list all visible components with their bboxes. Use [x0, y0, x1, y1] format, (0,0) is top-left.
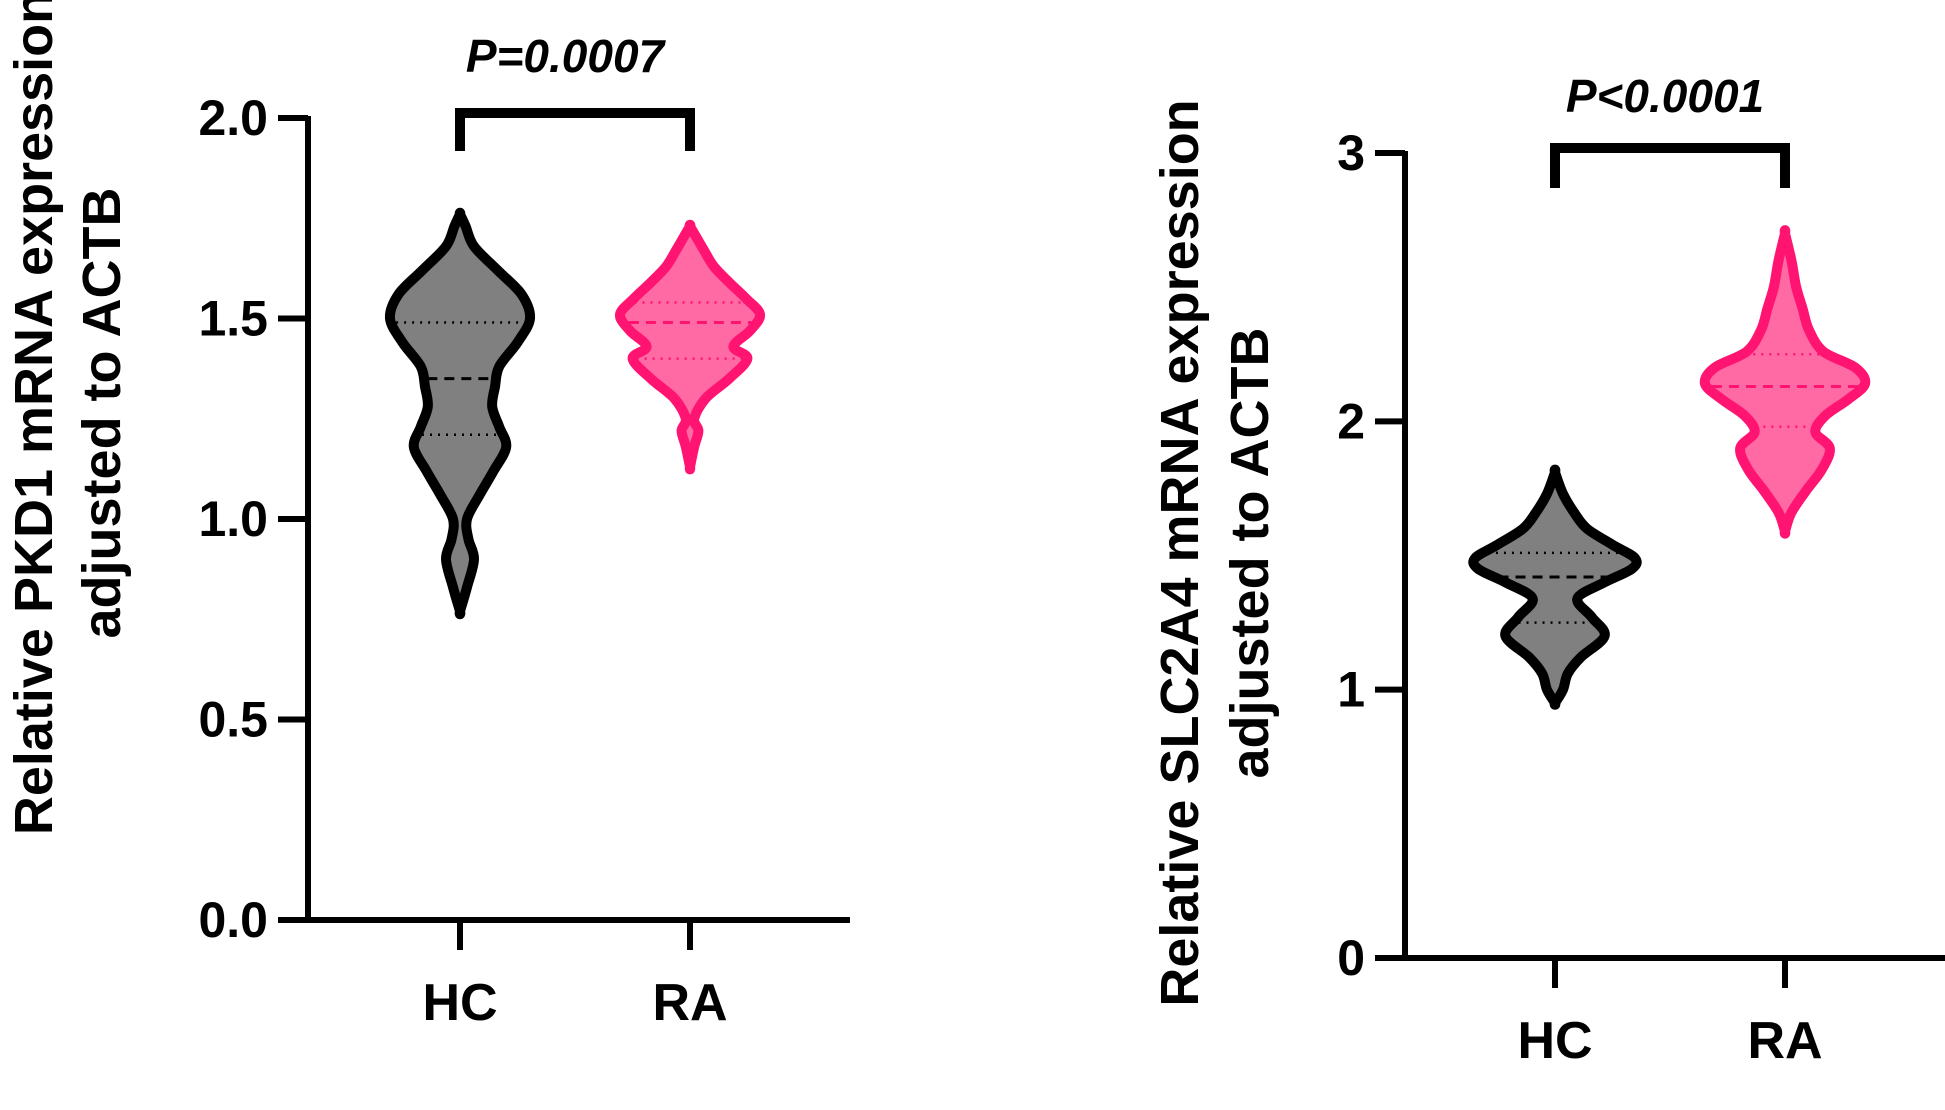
y-tick-label: 0.0	[198, 892, 268, 948]
plot-area: 0 1 2 3 HC RA	[1337, 125, 1945, 1070]
y-tick-label: 3	[1337, 125, 1365, 181]
y-tick-label: 1	[1337, 662, 1365, 718]
violin-ra	[1699, 225, 1871, 539]
y-tick-label: 2.0	[198, 90, 268, 146]
panel-pkd1: Relative PKD1 mRNA expression adjusted t…	[4, 0, 850, 1032]
y-tick-label: 1.5	[198, 291, 268, 347]
x-tick-label: RA	[1747, 1012, 1822, 1070]
y-axis-label-line1: Relative PKD1 mRNA expression	[4, 0, 64, 835]
significance-label: P<0.0001	[1566, 70, 1764, 122]
y-tick-label: 2	[1337, 393, 1365, 449]
x-tick-label: RA	[652, 974, 727, 1032]
significance-label: P=0.0007	[466, 30, 667, 82]
y-tick-label: 0.5	[198, 692, 268, 748]
y-tick-label: 0	[1337, 930, 1365, 986]
panel-slc2a4: Relative SLC2A4 mRNA expression adjusted…	[1150, 70, 1945, 1070]
y-axis-label-line2: adjusted to ACTB	[1220, 328, 1280, 779]
significance-bracket	[1550, 143, 1790, 188]
significance-bracket	[455, 108, 695, 151]
y-axis-label-line2: adjusted to ACTB	[72, 188, 132, 639]
plot-area: 0.0 0.5 1.0 1.5 2.0 HC RA	[198, 90, 850, 1032]
violin-hc	[384, 207, 536, 620]
violin-ra	[614, 219, 766, 475]
violin-hc	[1468, 464, 1642, 710]
y-axis-label-line1: Relative SLC2A4 mRNA expression	[1150, 99, 1210, 1006]
x-tick-label: HC	[1517, 1012, 1592, 1070]
y-tick-label: 1.0	[198, 491, 268, 547]
x-tick-label: HC	[422, 974, 497, 1032]
